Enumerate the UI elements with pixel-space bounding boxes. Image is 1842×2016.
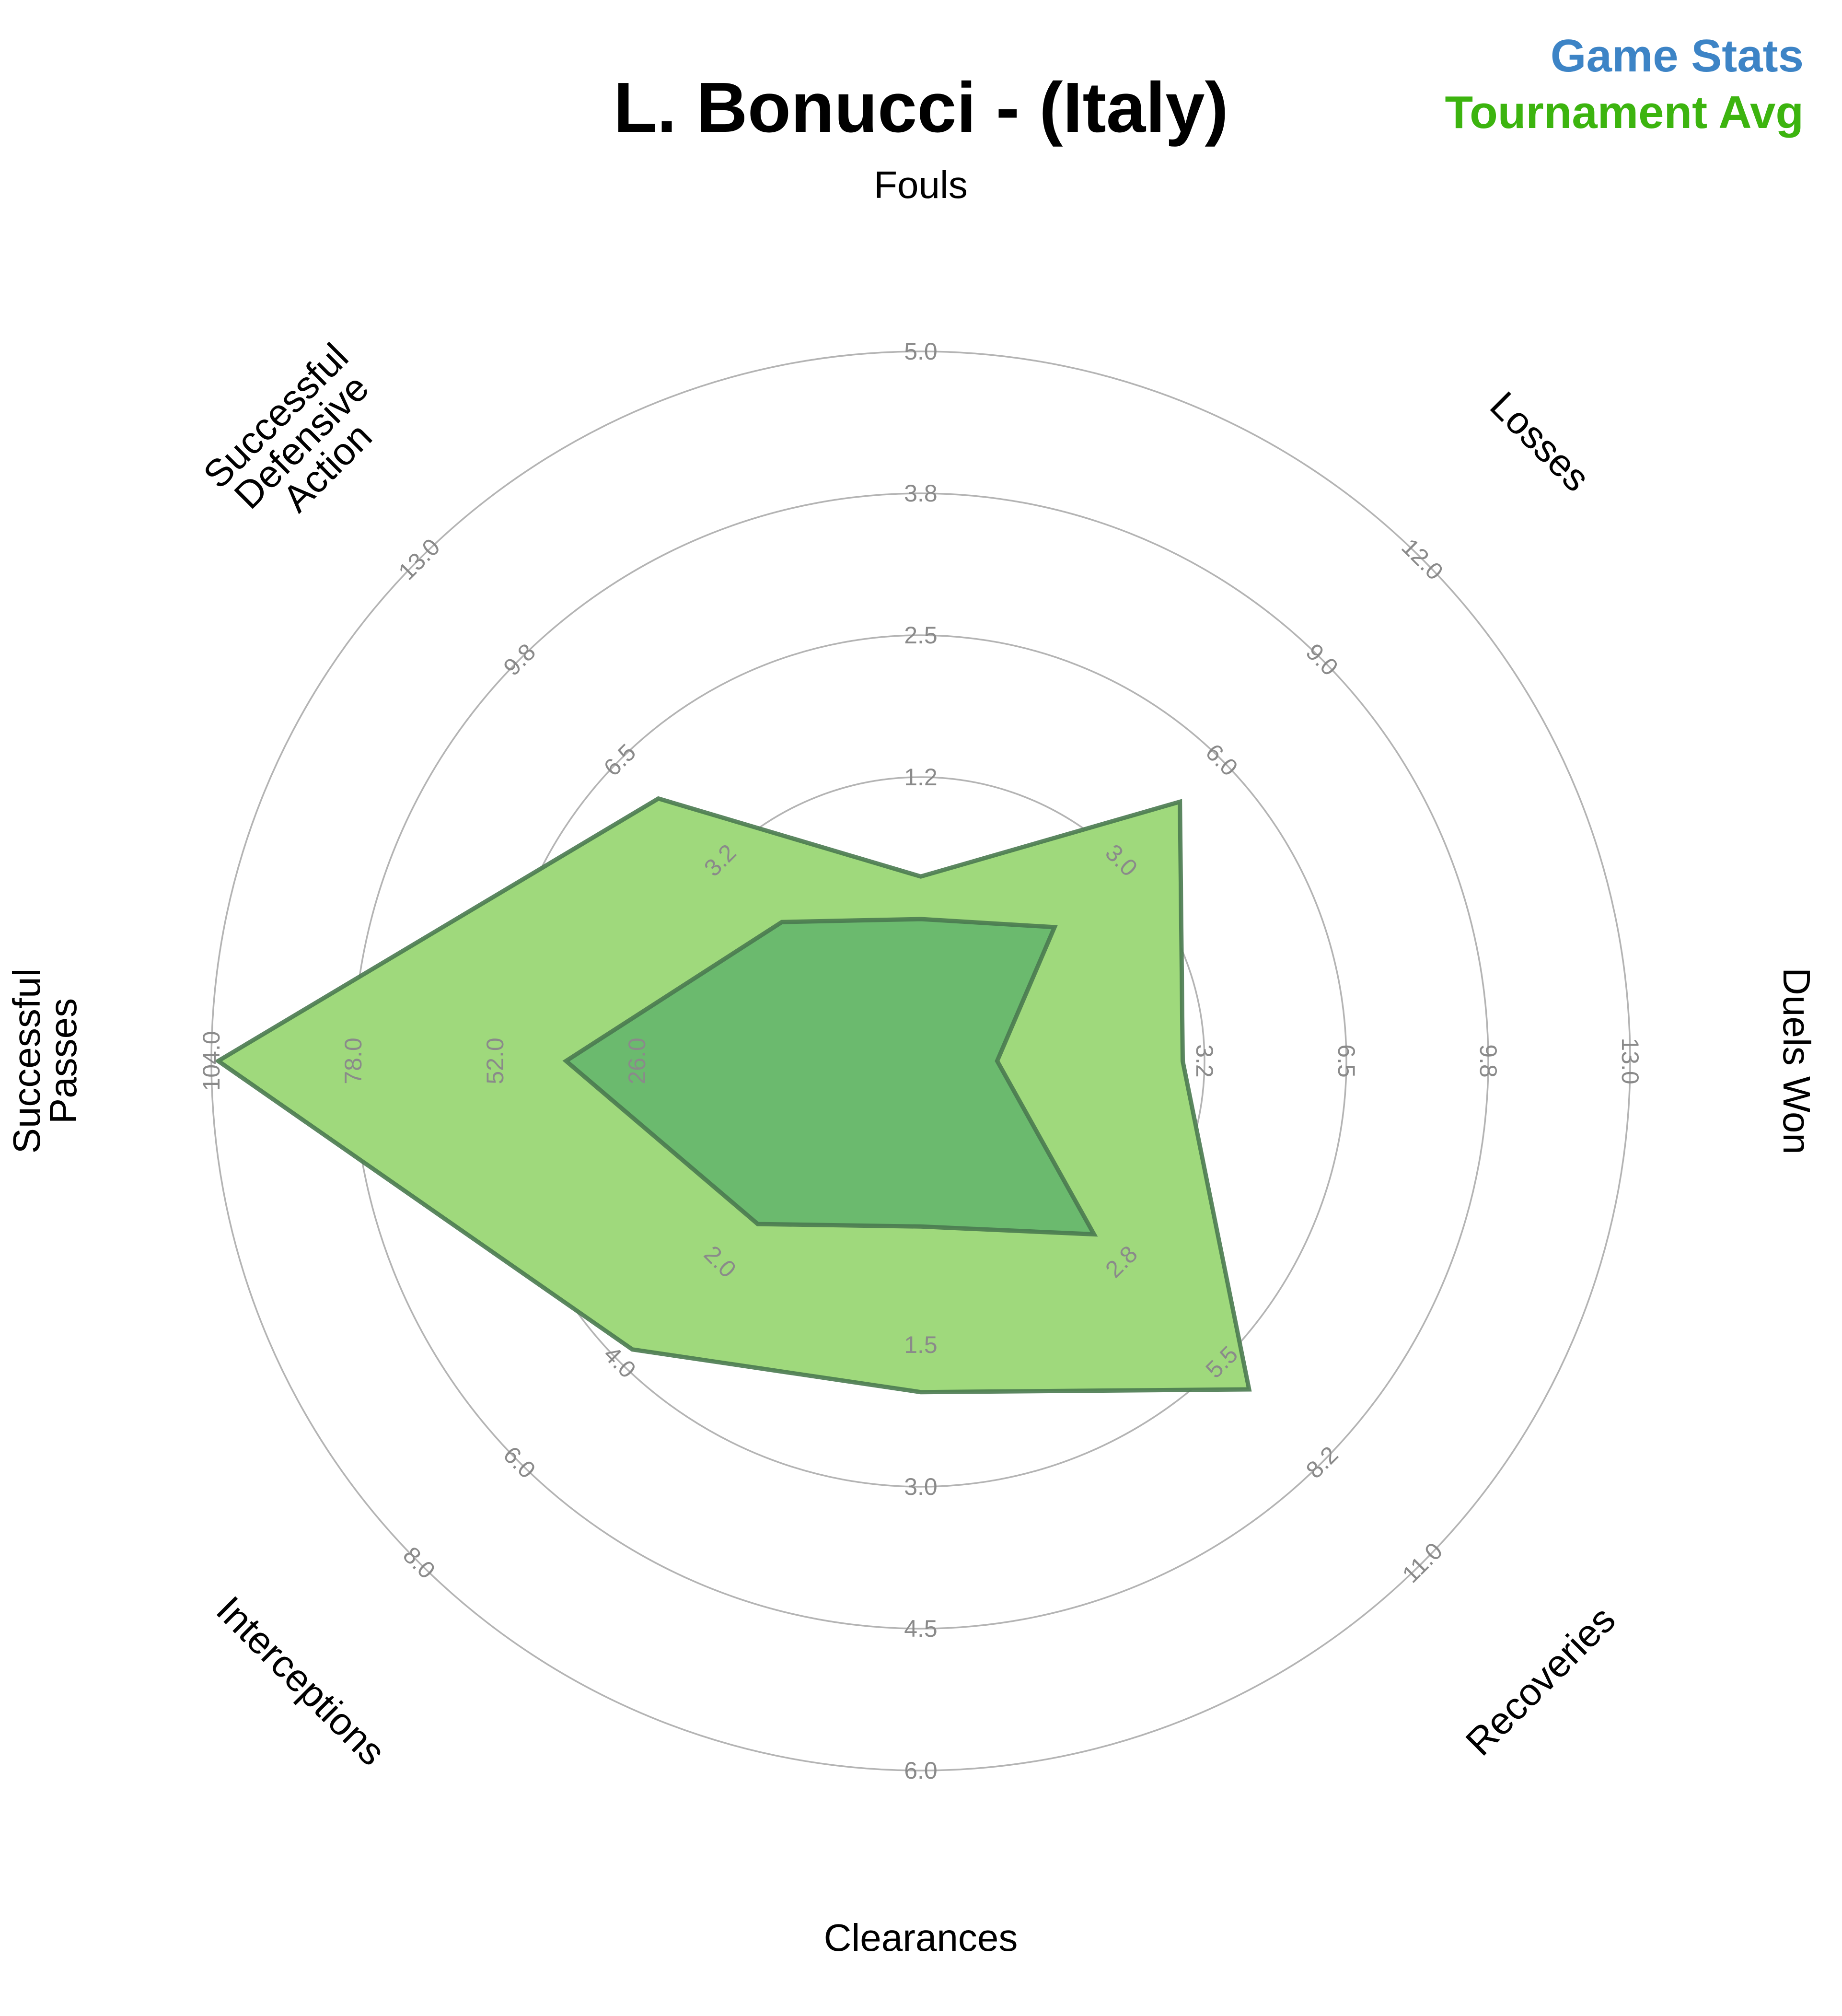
axis-label-line: Recoveries <box>1458 1598 1623 1764</box>
axis-label: SuccessfulDefensiveAction <box>195 335 408 548</box>
axis-label-line: Successful <box>5 968 48 1154</box>
series-area-game-stats <box>562 917 1098 1237</box>
tick-label: 1.2 <box>904 764 938 791</box>
axis-label: Losses <box>1482 384 1598 500</box>
legend-tournament-avg: Tournament Avg <box>1445 87 1804 138</box>
chart-title: L. Bonucci - (Italy) <box>614 68 1228 147</box>
axis-label: Fouls <box>874 163 968 206</box>
axis-label-line: Duels Won <box>1775 967 1818 1154</box>
tick-label: 4.5 <box>904 1615 938 1642</box>
axis-label: Recoveries <box>1458 1598 1623 1764</box>
tick-label: 3.2 <box>1191 1044 1218 1078</box>
tick-label: 3.0 <box>904 1473 938 1500</box>
axis-label-line: Interceptions <box>209 1588 394 1773</box>
tick-label: 5.0 <box>904 338 938 365</box>
legend-game-stats: Game Stats <box>1550 30 1804 82</box>
axis-label: Clearances <box>824 1916 1018 1959</box>
tick-label: 78.0 <box>340 1037 367 1084</box>
axis-label: SuccessfulPasses <box>5 968 84 1154</box>
tick-label: 3.8 <box>904 480 938 507</box>
grid-circle-5 <box>210 350 1631 1771</box>
axis-label-line: Fouls <box>874 163 968 206</box>
axis-label: Duels Won <box>1775 967 1818 1154</box>
tick-label: 52.0 <box>482 1037 509 1084</box>
tick-label: 2.5 <box>904 622 938 649</box>
tick-label: 9.8 <box>1475 1044 1502 1078</box>
axis-label-line: Clearances <box>824 1916 1018 1959</box>
axis-label: Interceptions <box>209 1588 394 1773</box>
tick-label: 13.0 <box>1617 1037 1644 1084</box>
tick-label: 6.5 <box>1333 1044 1360 1078</box>
tick-label: 1.5 <box>904 1331 938 1358</box>
tick-label: 104.0 <box>198 1031 225 1091</box>
axis-label-line: Passes <box>42 998 84 1124</box>
area-layer <box>214 796 1252 1395</box>
axis-label-line: Losses <box>1482 384 1598 500</box>
tick-label: 6.0 <box>904 1757 938 1784</box>
tick-label: 26.0 <box>624 1037 650 1084</box>
